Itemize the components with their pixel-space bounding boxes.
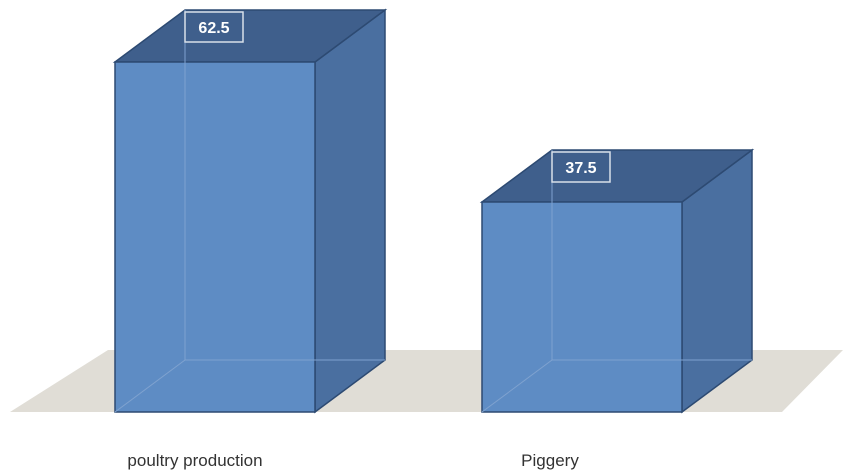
- bar-front-face: [481, 201, 683, 413]
- category-label: poultry production: [127, 451, 262, 470]
- bar-front-face: [114, 61, 316, 413]
- bars-group: 62.5 37.5: [112, 8, 755, 414]
- data-label: 37.5: [565, 160, 596, 177]
- data-label-box: [184, 11, 244, 43]
- data-label-box: [551, 151, 611, 183]
- bar-inner-edge: [481, 359, 553, 413]
- category-label: Piggery: [521, 451, 579, 470]
- bar-0: 62.5: [112, 8, 388, 414]
- bar-inner-edge: [114, 359, 186, 413]
- category-labels: poultry production Piggery: [127, 451, 579, 470]
- bar-1: 37.5: [479, 148, 755, 414]
- bar-side-face: [314, 8, 386, 414]
- data-label: 62.5: [198, 20, 229, 37]
